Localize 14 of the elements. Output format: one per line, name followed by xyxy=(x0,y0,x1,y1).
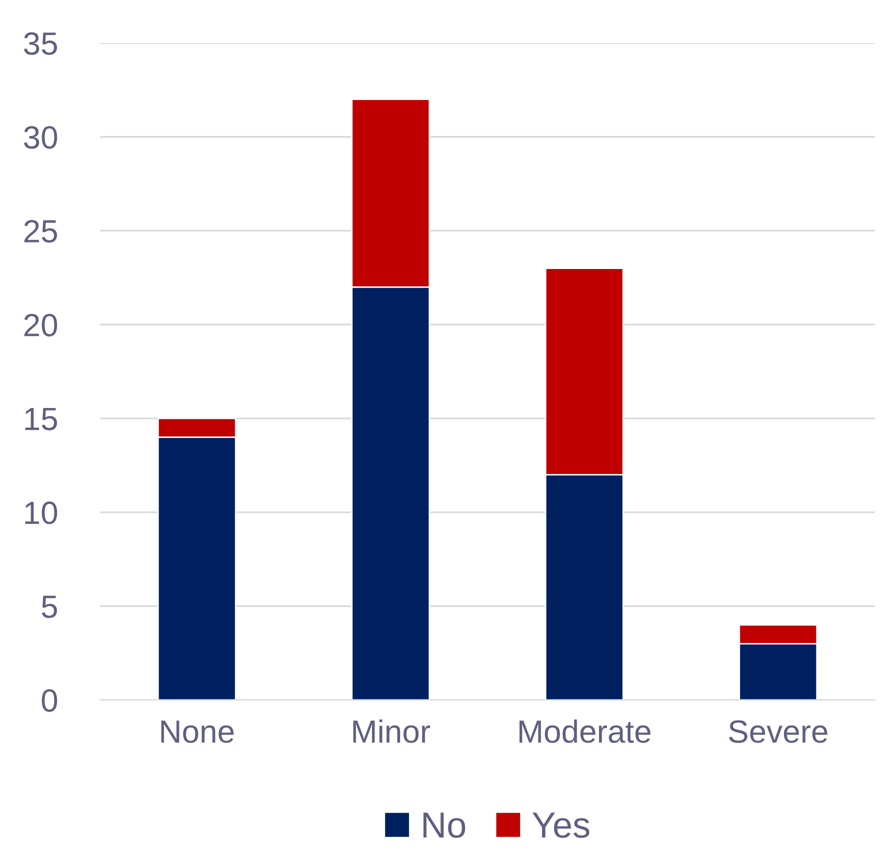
x-tick-label: Minor xyxy=(353,719,430,743)
y-tick-label: 0 xyxy=(42,689,58,712)
y-tick-label: 20 xyxy=(24,314,58,336)
x-tick-label: Moderate xyxy=(520,719,650,743)
x-tick-label: None xyxy=(161,720,234,743)
legend-label: Yes xyxy=(532,812,590,838)
y-tick-label: 25 xyxy=(24,220,57,243)
legend-label: No xyxy=(423,812,466,838)
y-tick-label: 5 xyxy=(42,596,57,618)
y-tick-label: 35 xyxy=(24,32,57,55)
x-tick-label: Severe xyxy=(728,720,828,743)
y-tick-label: 30 xyxy=(24,126,58,149)
y-tick-label: 15 xyxy=(25,408,57,430)
y-tick-label: 10 xyxy=(25,502,58,524)
